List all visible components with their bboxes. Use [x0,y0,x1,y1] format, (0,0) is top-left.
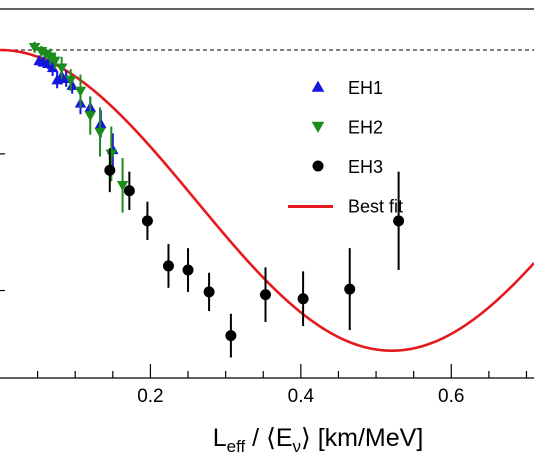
legend-eh2-marker [311,121,325,133]
eh3-point [182,264,194,276]
eh2-point [74,86,87,97]
eh2-point [55,63,68,74]
eh3-point [123,185,135,197]
legend-eh3-label: EH3 [348,157,383,177]
x-axis-label-sub2: ν [293,437,302,456]
eh3-point [297,293,309,305]
eh2-point [64,75,77,86]
x-axis-label-end: ⟩ [km/MeV] [301,424,423,452]
eh3-point [393,215,405,227]
legend: EH1 EH2 EH3 Best fit [288,78,403,217]
eh2-point [94,127,106,138]
x-axis-label: Leff / ⟨Eν⟩ [km/MeV] [213,424,424,456]
legend-eh1-marker [311,80,325,92]
x-tick-label: 0.4 [288,386,315,407]
legend-best-fit-label: Best fit [348,197,403,217]
eh2-point [28,42,41,54]
best-fit-curve [0,48,534,352]
axis-ticks-layer: 0.2 0.4 0.6 [0,153,528,407]
eh3-point [259,289,271,301]
eh3-point [162,260,174,272]
data-points-layer [28,41,405,358]
eh1-point [46,62,59,73]
x-tick-label: 0.2 [137,386,163,407]
svg-text:Leff / ⟨Eν⟩ [km/MeV]: Leff / ⟨Eν⟩ [km/MeV] [213,424,424,456]
eh3-point [203,286,215,298]
eh2-point [40,49,52,60]
eh2-point [116,180,129,192]
legend-eh2-label: EH2 [348,118,383,138]
eh3-point [104,164,116,176]
eh2-point [105,149,118,160]
eh2-point [84,111,97,122]
x-axis-label-sub: eff [227,437,246,456]
x-axis-label-mid: / ⟨E [245,424,292,452]
x-tick-label: 0.6 [438,386,464,407]
eh3-point [225,330,237,342]
eh3-point [344,283,356,295]
eh2-point [35,47,48,58]
eh2-point [49,56,61,67]
legend-eh1-label: EH1 [348,78,383,98]
eh1-point [66,79,78,90]
eh3-point [141,215,153,227]
legend-eh3-marker [312,160,324,172]
best-fit-layer [0,48,534,352]
plot-frame [0,8,534,379]
x-axis-label-main: L [213,424,227,452]
